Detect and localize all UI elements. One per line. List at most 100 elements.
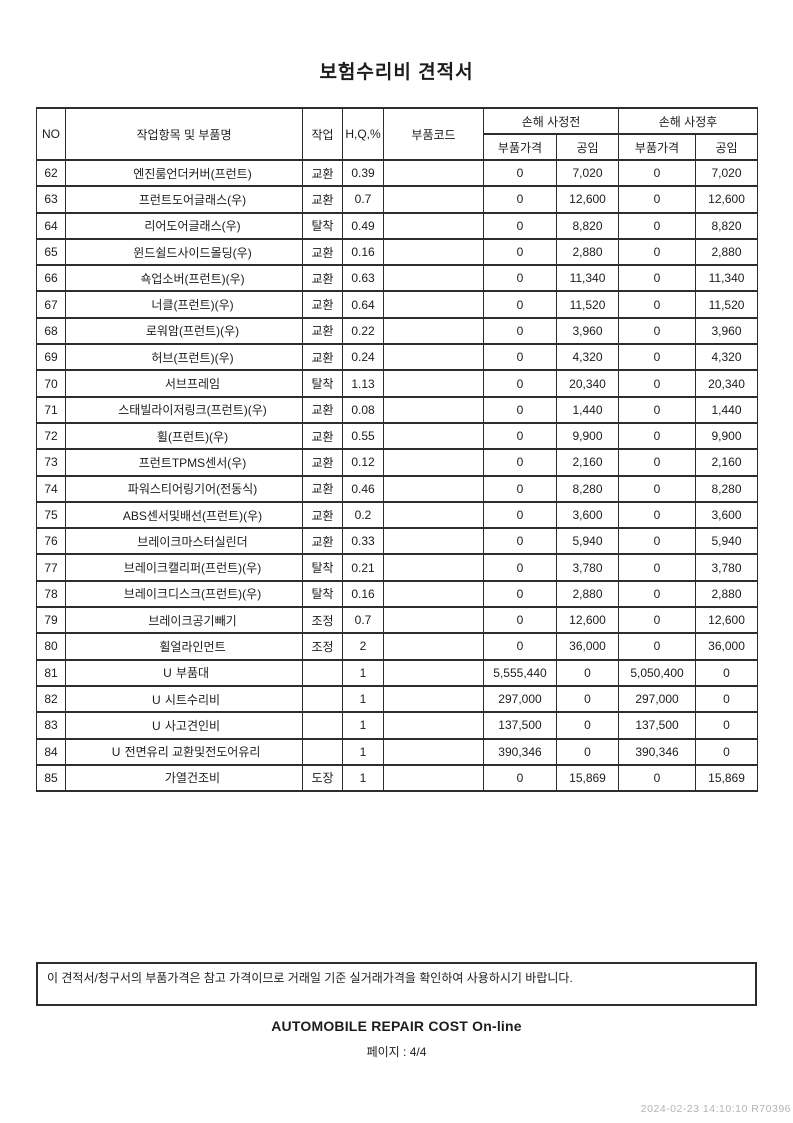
table-row: 85 가열건조비 도장 1 0 15,869 0 15,869 bbox=[36, 763, 759, 793]
after-part-price: 0 bbox=[618, 553, 697, 582]
hq-value: 0.12 bbox=[342, 448, 384, 477]
item-name-cell: U 시트수리비 bbox=[65, 684, 303, 714]
work-type: 교환 bbox=[302, 237, 343, 267]
hq-value: 0.63 bbox=[342, 264, 384, 293]
item-name: 브레이크공기빼기 bbox=[148, 613, 237, 628]
after-part-price: 0 bbox=[618, 237, 697, 267]
after-part-price: 0 bbox=[618, 421, 697, 451]
item-name-cell: 휠(프런트)(우) bbox=[65, 421, 303, 451]
before-part-price: 0 bbox=[483, 606, 557, 635]
before-labor: 36,000 bbox=[555, 632, 620, 661]
item-name: 전면유리 교환및전도어유리 bbox=[124, 745, 261, 760]
after-labor: 9,900 bbox=[695, 421, 759, 451]
before-labor: 3,600 bbox=[555, 500, 620, 530]
item-name-cell: 브레이크마스터실린더 bbox=[65, 527, 303, 556]
hq-value: 0.22 bbox=[342, 316, 384, 346]
table-row: 62 엔진룸언더커버(프런트) 교환 0.39 0 7,020 0 7,020 bbox=[36, 158, 759, 188]
row-no: 64 bbox=[36, 211, 66, 240]
item-name: 부품대 bbox=[175, 666, 210, 681]
item-name: 엔진룸언더커버(프런트) bbox=[133, 166, 252, 181]
after-part-price: 0 bbox=[618, 369, 697, 398]
part-code bbox=[383, 448, 484, 477]
after-labor: 15,869 bbox=[695, 763, 759, 793]
row-no: 77 bbox=[36, 553, 66, 582]
before-part-price: 0 bbox=[483, 158, 557, 188]
after-part-price: 0 bbox=[618, 395, 697, 424]
table-row: 78 브레이크디스크(프런트)(우) 탈착 0.16 0 2,880 0 2,8… bbox=[36, 579, 759, 609]
before-part-price: 0 bbox=[483, 527, 557, 556]
item-name-cell: 리어도어글래스(우) bbox=[65, 211, 303, 240]
estimate-table: NO 작업항목 및 부품명 작업 H,Q,% 부품코드 손해 사정전 손해 사정… bbox=[36, 107, 759, 793]
after-labor: 3,960 bbox=[695, 316, 759, 346]
part-code bbox=[383, 553, 484, 582]
item-name-cell: 프런트TPMS센서(우) bbox=[65, 448, 303, 477]
after-part-price: 0 bbox=[618, 606, 697, 635]
row-no: 85 bbox=[36, 763, 66, 793]
before-part-price: 0 bbox=[483, 421, 557, 451]
before-labor: 2,880 bbox=[555, 237, 620, 267]
u-flag: U bbox=[152, 718, 161, 733]
row-no: 62 bbox=[36, 158, 66, 188]
item-name-cell: 로워암(프런트)(우) bbox=[65, 316, 303, 346]
table-row: 66 쇽업소버(프런트)(우) 교환 0.63 0 11,340 0 11,34… bbox=[36, 264, 759, 293]
part-code bbox=[383, 264, 484, 293]
row-no: 81 bbox=[36, 658, 66, 687]
after-labor: 2,880 bbox=[695, 579, 759, 609]
header-before-group: 손해 사정전 bbox=[482, 107, 620, 135]
after-labor: 3,780 bbox=[695, 553, 759, 582]
before-part-price: 0 bbox=[483, 369, 557, 398]
work-type: 교환 bbox=[302, 316, 343, 346]
row-no: 82 bbox=[36, 684, 66, 714]
item-name: 너클(프런트)(우) bbox=[151, 298, 234, 313]
after-labor: 3,600 bbox=[695, 500, 759, 530]
table-row: 69 허브(프런트)(우) 교환 0.24 0 4,320 0 4,320 bbox=[36, 343, 759, 372]
before-part-price: 0 bbox=[483, 763, 557, 793]
item-name: 스태빌라이저링크(프런트)(우) bbox=[118, 403, 267, 418]
item-name: 서브프레임 bbox=[164, 377, 221, 392]
part-code bbox=[383, 185, 484, 214]
item-name: 파워스티어링기어(전동식) bbox=[127, 482, 258, 497]
part-code bbox=[383, 369, 484, 398]
before-part-price: 0 bbox=[483, 474, 557, 503]
work-type: 교환 bbox=[302, 448, 343, 477]
before-labor: 7,020 bbox=[555, 158, 620, 188]
after-labor: 8,820 bbox=[695, 211, 759, 240]
item-name-cell: 프런트도어글래스(우) bbox=[65, 185, 303, 214]
before-labor: 0 bbox=[555, 711, 620, 740]
hq-value: 1 bbox=[342, 711, 384, 740]
before-labor: 0 bbox=[555, 684, 620, 714]
row-no: 79 bbox=[36, 606, 66, 635]
work-type: 교환 bbox=[302, 185, 343, 214]
work-type bbox=[302, 711, 343, 740]
part-code bbox=[383, 606, 484, 635]
item-name-cell: 엔진룸언더커버(프런트) bbox=[65, 158, 303, 188]
work-type: 교환 bbox=[302, 527, 343, 556]
hq-value: 2 bbox=[342, 632, 384, 661]
work-type: 조정 bbox=[302, 632, 343, 661]
item-name: 프런트TPMS센서(우) bbox=[138, 455, 247, 470]
after-labor: 2,880 bbox=[695, 237, 759, 267]
row-no: 70 bbox=[36, 369, 66, 398]
before-labor: 3,780 bbox=[555, 553, 620, 582]
table-row: 74 파워스티어링기어(전동식) 교환 0.46 0 8,280 0 8,280 bbox=[36, 474, 759, 503]
after-labor: 4,320 bbox=[695, 343, 759, 372]
u-flag: U bbox=[163, 666, 172, 681]
u-flag: U bbox=[111, 745, 121, 760]
header-after-part-price: 부품가격 bbox=[618, 133, 697, 161]
table-row: 67 너클(프런트)(우) 교환 0.64 0 11,520 0 11,520 bbox=[36, 290, 759, 319]
part-code bbox=[383, 474, 484, 503]
part-code bbox=[383, 421, 484, 451]
after-labor: 0 bbox=[695, 684, 759, 714]
after-part-price: 0 bbox=[618, 527, 697, 556]
item-name: 시트수리비 bbox=[164, 692, 221, 707]
table-row: 68 로워암(프런트)(우) 교환 0.22 0 3,960 0 3,960 bbox=[36, 316, 759, 346]
before-part-price: 5,555,440 bbox=[483, 658, 557, 687]
before-labor: 1,440 bbox=[555, 395, 620, 424]
hq-value: 0.33 bbox=[342, 527, 384, 556]
item-name: 브레이크마스터실린더 bbox=[137, 534, 248, 549]
table-row: 81 U 부품대 1 5,555,440 0 5,050,400 0 bbox=[36, 658, 759, 687]
table-row: 65 윈드쉴드사이드몰딩(우) 교환 0.16 0 2,880 0 2,880 bbox=[36, 237, 759, 267]
before-part-price: 0 bbox=[483, 448, 557, 477]
after-labor: 1,440 bbox=[695, 395, 759, 424]
before-part-price: 297,000 bbox=[483, 684, 557, 714]
